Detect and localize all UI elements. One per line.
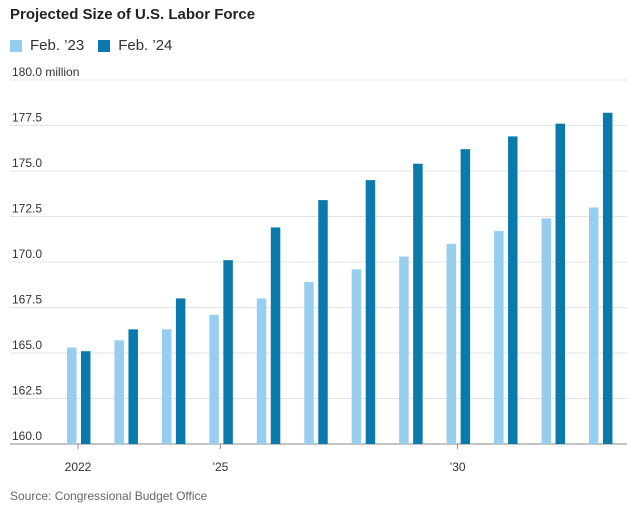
bar-feb24-2027 xyxy=(318,200,328,444)
y-tick-label: 170.0 xyxy=(12,247,42,261)
bar-feb24-2031 xyxy=(508,136,518,445)
x-tick-label: 2022 xyxy=(65,460,92,474)
y-tick-label: 167.5 xyxy=(12,293,42,307)
bar-feb23-2023 xyxy=(114,340,124,444)
bar-feb24-2022 xyxy=(81,351,91,444)
bar-feb24-2023 xyxy=(128,329,138,444)
bar-feb24-2025 xyxy=(223,260,233,444)
legend: Feb. ’23 Feb. ’24 xyxy=(10,37,172,54)
bar-feb24-2026 xyxy=(270,227,281,444)
bar-feb24-2028 xyxy=(365,180,376,444)
y-tick-label: 165.0 xyxy=(12,338,42,352)
bar-feb23-2032 xyxy=(541,218,551,444)
x-tick-label: ’30 xyxy=(450,460,466,474)
bar-feb24-2033 xyxy=(602,112,613,444)
bar-feb23-2030 xyxy=(446,243,457,444)
bar-feb24-2029 xyxy=(413,163,423,444)
y-tick-label: 177.5 xyxy=(12,111,42,125)
bar-feb23-2029 xyxy=(399,256,409,444)
bar-feb24-2024 xyxy=(175,298,186,444)
bar-feb24-2030 xyxy=(460,149,471,444)
y-tick-label: 172.5 xyxy=(12,202,42,216)
y-tick-label: 162.5 xyxy=(12,384,42,398)
y-tick-label: 175.0 xyxy=(12,156,42,170)
legend-item-feb-24: Feb. ’24 xyxy=(98,37,172,54)
legend-swatch xyxy=(10,39,22,52)
bar-feb23-2033 xyxy=(588,207,599,444)
legend-label: Feb. ’24 xyxy=(118,37,173,54)
chart-title: Projected Size of U.S. Labor Force xyxy=(10,6,256,23)
legend-item-feb-23: Feb. ’23 xyxy=(10,37,84,54)
bar-feb23-2031 xyxy=(494,231,504,444)
bar-feb23-2025 xyxy=(209,314,219,444)
legend-label: Feb. ’23 xyxy=(30,37,85,54)
bar-feb23-2024 xyxy=(161,329,172,444)
y-tick-label: 160.0 xyxy=(12,429,42,443)
bar-feb23-2027 xyxy=(304,282,314,444)
y-tick-label: 180.0 million xyxy=(12,65,79,79)
bar-feb23-2022 xyxy=(67,347,77,444)
x-tick-label: ’25 xyxy=(212,460,228,474)
bar-feb24-2032 xyxy=(555,123,565,445)
source-note: Source: Congressional Budget Office xyxy=(10,489,208,503)
bar-feb23-2028 xyxy=(351,269,362,444)
legend-swatch xyxy=(98,39,111,52)
bar-feb23-2026 xyxy=(256,298,267,444)
